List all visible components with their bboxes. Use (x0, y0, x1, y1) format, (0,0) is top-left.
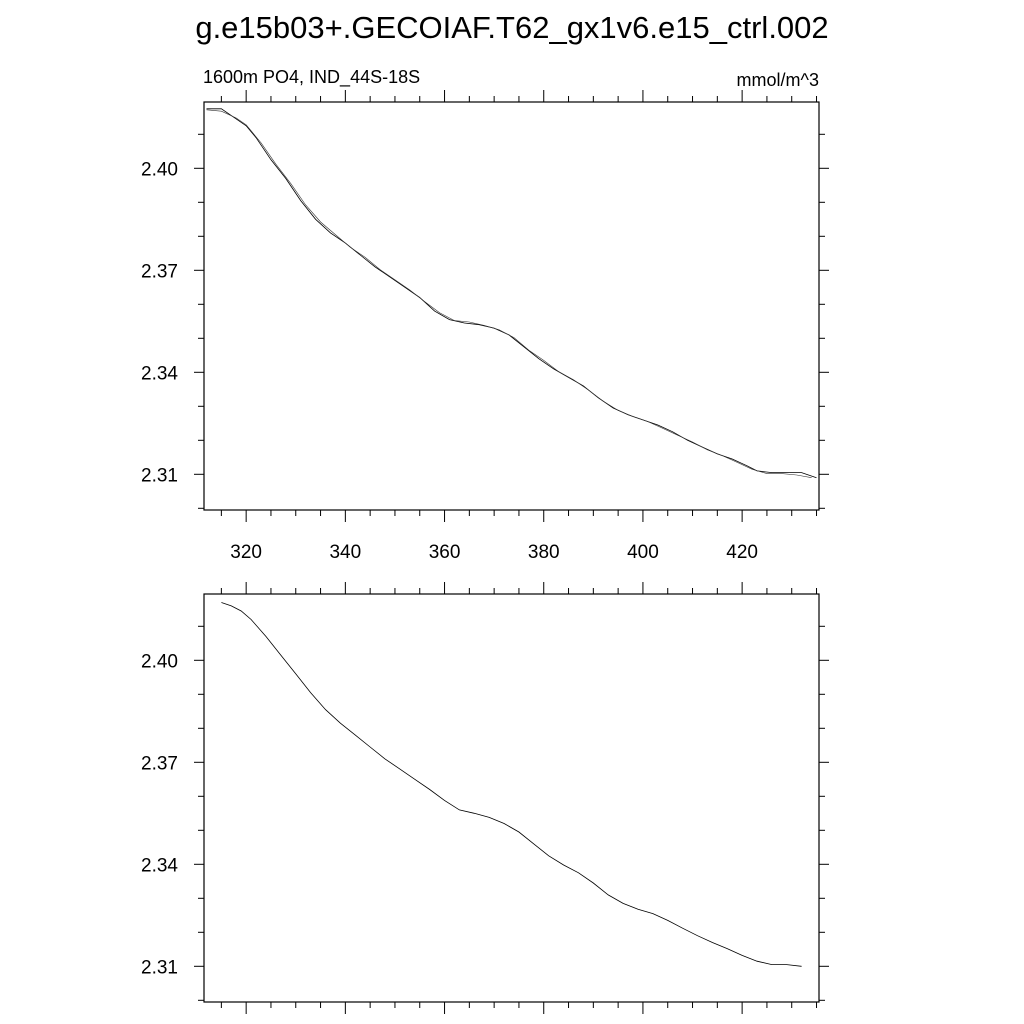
y-tick-label: 2.40 (141, 159, 178, 180)
x-tick-label: 340 (329, 542, 361, 563)
top-panel-units-label: mmol/m^3 (737, 70, 819, 90)
x-tick-label: 380 (528, 542, 560, 563)
top-panel-series (206, 108, 817, 479)
bottom-panel: 2.31 2.34 2.37 2.40 (141, 582, 829, 1014)
y-tick-label: 2.31 (141, 465, 178, 486)
x-tick-label: 420 (726, 542, 758, 563)
top-panel-ticks: 2.31 2.34 2.37 2.40 320 340 360 380 400 420 (141, 90, 829, 563)
y-tick-label: 2.37 (141, 261, 178, 282)
bottom-panel-series (221, 602, 802, 967)
top-panel-frame (203, 101, 820, 511)
y-tick-label: 2.34 (141, 855, 178, 876)
top-panel: 1600m PO4, IND_44S-18S mmol/m^3 2.31 2.34… (141, 67, 829, 563)
bottom-panel-frame (203, 593, 820, 1003)
series-line-1 (206, 108, 817, 479)
series-line-2 (206, 109, 812, 478)
bottom-panel-ticks: 2.31 2.34 2.37 2.40 (141, 582, 829, 1014)
y-tick-label: 2.31 (141, 957, 178, 978)
y-tick-label: 2.37 (141, 753, 178, 774)
top-panel-left-label: 1600m PO4, IND_44S-18S (203, 67, 420, 88)
x-tick-label: 400 (627, 542, 659, 563)
y-tick-label: 2.34 (141, 363, 178, 384)
x-tick-label: 320 (230, 542, 262, 563)
series-line-1 (221, 602, 802, 967)
x-tick-label: 360 (429, 542, 461, 563)
figure-title: g.e15b03+.GECOIAF.T62_gx1v6.e15_ctrl.002 (195, 10, 828, 45)
y-tick-label: 2.40 (141, 651, 178, 672)
